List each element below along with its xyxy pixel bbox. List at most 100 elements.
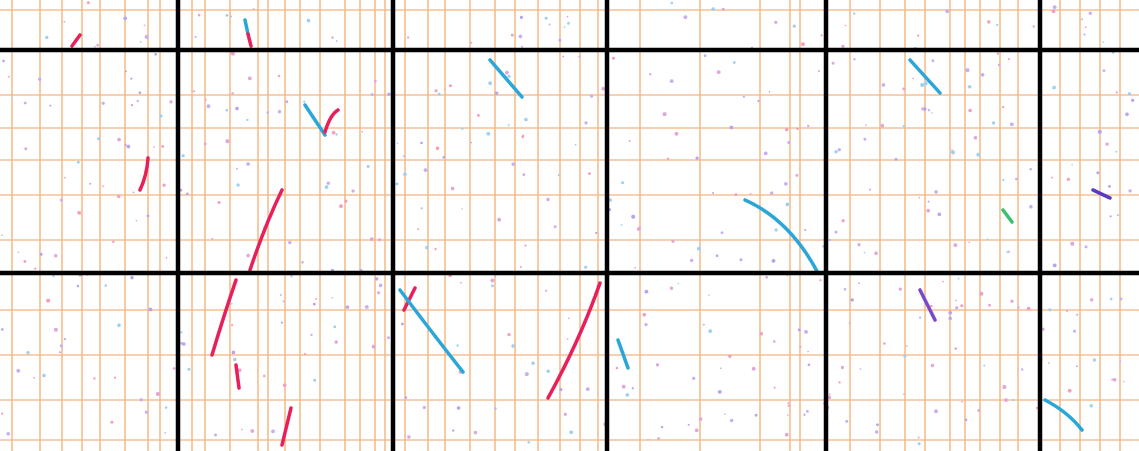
dot xyxy=(621,224,623,226)
dot xyxy=(883,342,886,345)
dot xyxy=(470,142,472,144)
dot xyxy=(844,288,847,291)
dot xyxy=(182,154,185,157)
dot xyxy=(164,432,166,434)
dot xyxy=(988,304,991,307)
dot xyxy=(584,121,587,124)
dot xyxy=(283,300,285,302)
dot xyxy=(1123,381,1125,383)
dot xyxy=(643,313,647,317)
dot xyxy=(396,183,399,186)
dot xyxy=(165,406,168,409)
dot xyxy=(117,195,120,198)
dot xyxy=(644,323,647,326)
dot xyxy=(1048,308,1051,311)
dot xyxy=(218,201,221,204)
dot xyxy=(841,366,844,369)
dot xyxy=(1053,264,1057,268)
dot xyxy=(180,331,182,333)
dot xyxy=(722,8,725,11)
dot xyxy=(290,275,292,277)
dot xyxy=(137,100,139,102)
dot xyxy=(924,82,928,86)
dot xyxy=(851,298,854,301)
dot xyxy=(1006,251,1008,253)
dot xyxy=(231,324,233,326)
dot xyxy=(954,243,958,247)
dot xyxy=(162,184,165,187)
dot xyxy=(520,16,523,19)
dot xyxy=(130,276,133,279)
dot xyxy=(26,351,29,354)
dot xyxy=(968,242,970,244)
dot xyxy=(838,381,840,383)
dot xyxy=(699,417,703,421)
dot xyxy=(248,77,252,81)
dot xyxy=(965,68,969,72)
dot xyxy=(704,54,707,57)
dot xyxy=(77,161,80,164)
dot xyxy=(117,323,121,327)
dot xyxy=(1051,177,1053,179)
dot xyxy=(803,414,805,416)
dot xyxy=(198,14,201,17)
dot xyxy=(622,385,626,389)
dot xyxy=(770,191,773,194)
dot xyxy=(1117,214,1119,216)
dot xyxy=(801,42,805,46)
dot xyxy=(684,15,688,19)
dot xyxy=(616,367,619,370)
dot xyxy=(808,364,811,367)
dot xyxy=(838,148,841,151)
dot xyxy=(1084,34,1086,36)
dot xyxy=(678,283,680,285)
dot xyxy=(695,429,699,433)
dot xyxy=(703,324,705,326)
dot xyxy=(997,53,999,55)
dot xyxy=(461,128,463,130)
dot xyxy=(401,323,404,326)
dot xyxy=(236,168,238,170)
dot xyxy=(436,147,440,151)
dot xyxy=(949,317,952,320)
dot xyxy=(974,136,978,140)
dot xyxy=(6,432,10,436)
dot xyxy=(945,9,949,13)
dot xyxy=(1085,26,1087,28)
dot xyxy=(931,364,934,367)
dot xyxy=(996,24,998,26)
dot xyxy=(1002,385,1006,389)
dot xyxy=(981,73,985,77)
dot xyxy=(903,125,905,127)
dot xyxy=(188,368,191,371)
dot xyxy=(965,419,968,422)
dot xyxy=(89,183,91,185)
dot xyxy=(667,158,669,160)
dot xyxy=(631,215,635,219)
dot xyxy=(1090,298,1093,301)
dot xyxy=(60,344,63,347)
dot xyxy=(938,213,942,217)
dot xyxy=(821,34,823,36)
dot xyxy=(281,322,283,324)
dot xyxy=(675,132,679,136)
dot xyxy=(626,393,630,397)
dot xyxy=(787,414,789,416)
dot xyxy=(285,100,288,103)
dot xyxy=(525,372,529,376)
dot xyxy=(881,124,885,128)
dot xyxy=(720,367,722,369)
dot xyxy=(918,442,921,445)
dot xyxy=(1076,365,1078,367)
dot xyxy=(374,80,377,83)
dot xyxy=(505,71,509,75)
dot xyxy=(434,89,437,92)
dot xyxy=(456,344,458,346)
dot xyxy=(125,70,127,72)
dot xyxy=(1129,189,1132,192)
dot xyxy=(461,208,463,210)
dot xyxy=(140,398,143,401)
dot xyxy=(332,131,336,135)
dot xyxy=(133,192,135,194)
dot xyxy=(161,145,164,148)
